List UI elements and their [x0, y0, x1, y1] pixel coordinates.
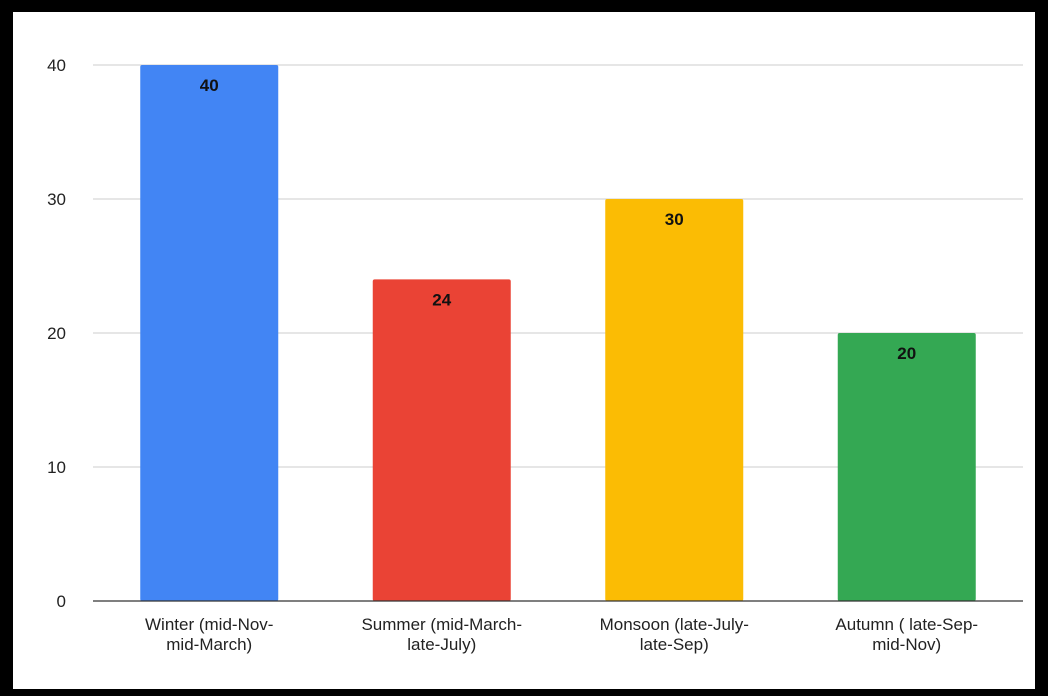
x-tick-label-line: Winter (mid-Nov-	[145, 615, 273, 634]
x-tick-label-line: mid-Nov)	[872, 635, 941, 654]
x-tick-label: Monsoon (late-July-late-Sep)	[600, 615, 749, 654]
bar	[605, 199, 744, 601]
x-tick-label-line: Autumn ( late-Sep-	[835, 615, 978, 634]
bars	[140, 65, 976, 601]
bar	[140, 65, 279, 601]
bar	[837, 333, 976, 601]
x-tick-label: Summer (mid-March-late-July)	[361, 615, 522, 654]
data-label: 30	[665, 210, 684, 229]
data-label: 40	[200, 76, 219, 95]
x-tick-label-line: late-Sep)	[640, 635, 709, 654]
chart-frame: 0 10 20 30 40 40 24 30 20 Winter (mid-Nov-mid-M…	[13, 12, 1035, 689]
y-tick-label: 0	[57, 592, 66, 611]
data-label: 20	[897, 344, 916, 363]
x-tick-label: Autumn ( late-Sep-mid-Nov)	[835, 615, 978, 654]
bar	[372, 279, 511, 601]
x-tick-label-line: late-July)	[407, 635, 476, 654]
y-tick-label: 40	[47, 56, 66, 75]
data-labels: 40 24 30 20	[200, 76, 916, 363]
y-tick-label: 30	[47, 190, 66, 209]
x-tick-label-line: mid-March)	[166, 635, 252, 654]
x-tick-label: Winter (mid-Nov-mid-March)	[145, 615, 273, 654]
x-tick-label-line: Monsoon (late-July-	[600, 615, 749, 634]
bar-chart: 0 10 20 30 40 40 24 30 20 Winter (mid-Nov-mid-M…	[47, 56, 1023, 654]
x-axis-tick-labels: Winter (mid-Nov-mid-March) Summer (mid-Ma…	[145, 615, 978, 654]
y-tick-label: 10	[47, 458, 66, 477]
data-label: 24	[432, 290, 451, 309]
x-tick-label-line: Summer (mid-March-	[361, 615, 522, 634]
y-tick-label: 20	[47, 324, 66, 343]
y-axis-tick-labels: 0 10 20 30 40	[47, 56, 66, 611]
